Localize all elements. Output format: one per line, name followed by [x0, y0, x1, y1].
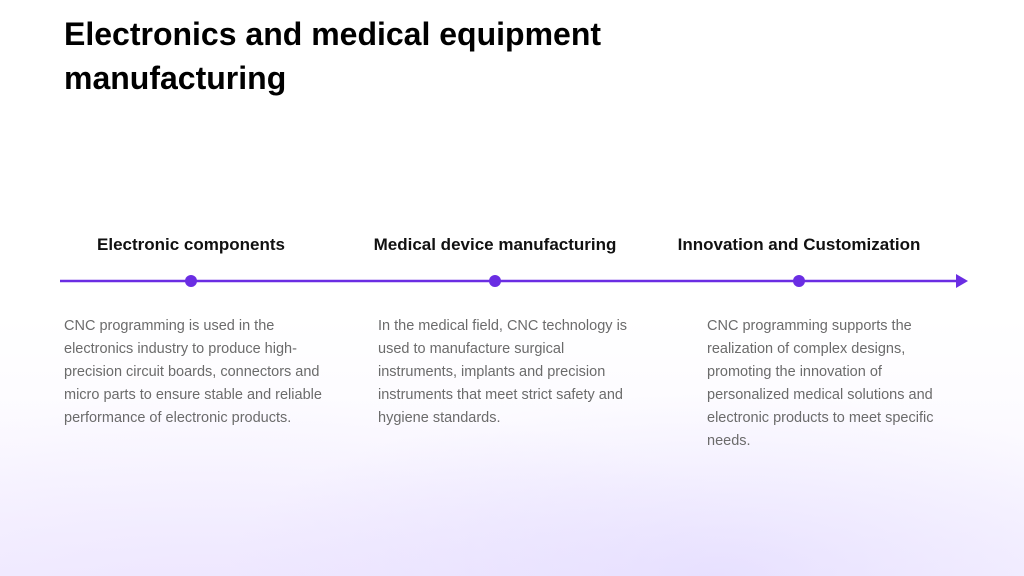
milestone-description-medical-device-manufacturing: In the medical field, CNC technology is … — [378, 318, 628, 426]
timeline-marker-2 — [489, 275, 501, 287]
timeline-arrow-icon — [956, 274, 968, 288]
milestone-heading-electronic-components: Electronic components — [97, 235, 285, 254]
timeline-marker-1 — [185, 275, 197, 287]
milestone-description-electronic-components: CNC programming is used in the electroni… — [64, 318, 322, 426]
milestone-heading-medical-device-manufacturing: Medical device manufacturing — [373, 235, 617, 254]
timeline-marker-3 — [793, 275, 805, 287]
page-title: Electronics and medical equipment manufa… — [64, 16, 602, 96]
milestone-heading-innovation-customization: Innovation and Customization — [677, 235, 921, 254]
milestone-description-innovation-customization: CNC programming supports the realization… — [707, 318, 934, 449]
